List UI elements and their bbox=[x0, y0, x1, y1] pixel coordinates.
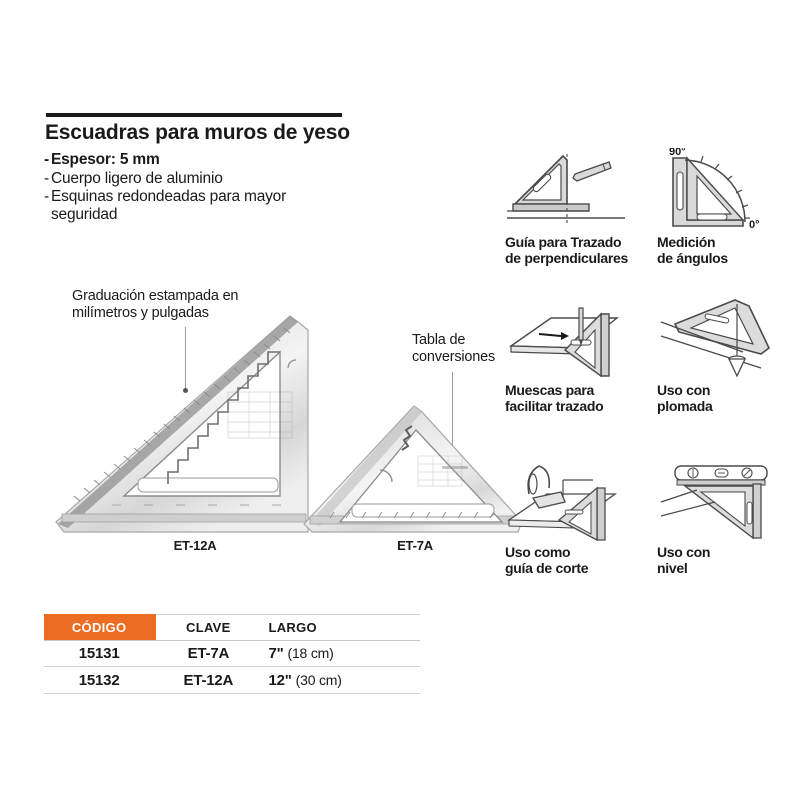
bullet-dash-icon: - bbox=[44, 188, 49, 205]
usage-icon-cut-guide: Uso como guía de corte bbox=[505, 458, 637, 576]
feature-bullet-list: - Espesor: 5 mm - Cuerpo ligero de alumi… bbox=[44, 151, 324, 224]
callout-tabla-conversiones: Tabla de conversiones bbox=[412, 332, 496, 365]
codigo-header-highlight bbox=[44, 614, 156, 640]
table-row: 15132 ET-12A 12" (30 cm) bbox=[44, 667, 420, 694]
table-top-rule bbox=[44, 614, 420, 615]
cell-clave: ET-7A bbox=[187, 644, 230, 662]
leader-line-graduacion bbox=[185, 327, 186, 389]
usage-icon-notches: Muescas para facilitar trazado bbox=[505, 296, 637, 414]
usage-icon-caption: Uso como guía de corte bbox=[505, 544, 589, 576]
largo-inches: 7" bbox=[268, 644, 284, 662]
usage-icon-perpendicular-guide: Guía para Trazado de perpendiculares bbox=[505, 148, 637, 266]
usage-icon-caption: Medición de ángulos bbox=[657, 234, 728, 266]
product-image-et7a bbox=[296, 400, 536, 540]
speed-square-small-svg bbox=[303, 405, 523, 533]
usage-icon-caption: Guía para Trazado de perpendiculares bbox=[505, 234, 628, 266]
cell-largo: 7" (18 cm) bbox=[262, 645, 420, 662]
speed-square-large-svg bbox=[55, 315, 309, 533]
largo-inches: 12" bbox=[268, 671, 292, 689]
callout-graduacion: Graduación estampada en milímetros y pul… bbox=[72, 288, 239, 321]
title-rule bbox=[46, 113, 342, 117]
bullet-dash-icon: - bbox=[44, 151, 49, 168]
table-row: 15131 ET-7A 7" (18 cm) bbox=[44, 640, 420, 667]
bullet-item: - Cuerpo ligero de aluminio bbox=[44, 170, 324, 188]
usage-icon-angle-measure: 90° 0° Medición de ángulos bbox=[657, 146, 789, 266]
usage-icon-caption: Muescas para facilitar trazado bbox=[505, 382, 604, 414]
bullet-dash-icon: - bbox=[44, 169, 49, 187]
product-label-et7a: ET-7A bbox=[397, 538, 433, 553]
product-image-et12a bbox=[52, 300, 352, 540]
cell-codigo: 15131 bbox=[78, 644, 120, 662]
cut-guide-icon bbox=[505, 458, 637, 542]
largo-cm: (18 cm) bbox=[287, 644, 334, 661]
usage-icon-caption: Uso con nivel bbox=[657, 544, 711, 576]
bullet-text: Esquinas redondeadas para mayor segurida… bbox=[51, 188, 287, 223]
leader-line-tabla bbox=[452, 372, 453, 454]
column-header-clave: CLAVE bbox=[186, 619, 231, 635]
product-label-et12a: ET-12A bbox=[173, 538, 217, 553]
usage-icon-caption: Uso con plomada bbox=[657, 382, 713, 414]
cell-codigo: 15132 bbox=[78, 671, 120, 689]
column-header-codigo: CÓDIGO bbox=[71, 619, 127, 635]
largo-cm: (30 cm) bbox=[295, 671, 342, 688]
usage-icon-plumb-bob: Uso con plomada bbox=[657, 296, 789, 414]
angle-measure-icon: 90° 0° bbox=[657, 146, 789, 232]
perpendicular-guide-icon bbox=[505, 148, 637, 232]
column-header-largo: LARGO bbox=[268, 619, 317, 635]
svg-text:90°: 90° bbox=[669, 148, 686, 158]
usage-icon-spirit-level: Uso con nivel bbox=[657, 458, 789, 576]
table-header: CÓDIGO CLAVE LARGO bbox=[44, 614, 420, 641]
plumb-bob-icon bbox=[657, 296, 789, 380]
cell-clave: ET-12A bbox=[183, 671, 234, 689]
product-codes-table: CÓDIGO CLAVE LARGO 15131 ET-7A 7" (18 cm… bbox=[44, 614, 420, 694]
bullet-item: - Espesor: 5 mm bbox=[44, 151, 324, 169]
spirit-level-icon bbox=[657, 458, 789, 542]
cell-largo: 12" (30 cm) bbox=[262, 672, 420, 689]
bullet-text: Espesor: 5 mm bbox=[51, 151, 160, 168]
leader-dot-graduacion bbox=[183, 388, 188, 393]
bullet-item: - Esquinas redondeadas para mayor seguri… bbox=[44, 188, 324, 223]
svg-text:0°: 0° bbox=[749, 219, 760, 231]
notches-marking-icon bbox=[505, 296, 637, 380]
bullet-text: Cuerpo ligero de aluminio bbox=[51, 169, 223, 187]
table-header-row: CÓDIGO CLAVE LARGO bbox=[44, 614, 420, 641]
page-title: Escuadras para muros de yeso bbox=[45, 121, 350, 144]
